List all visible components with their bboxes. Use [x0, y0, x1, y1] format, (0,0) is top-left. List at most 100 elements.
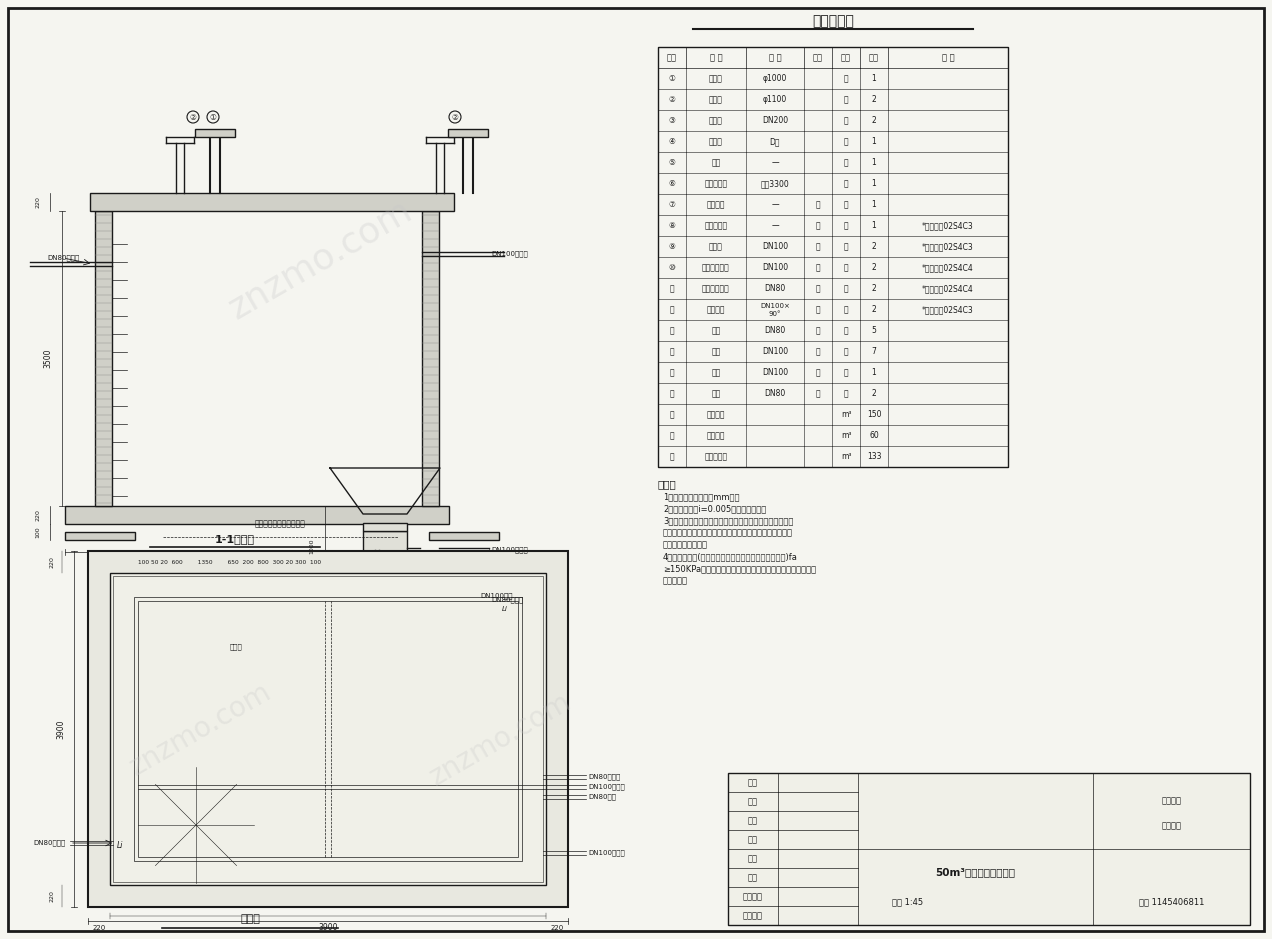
Text: 220: 220: [50, 890, 55, 902]
Text: 钢: 钢: [815, 326, 820, 335]
Text: ⑮: ⑮: [669, 368, 674, 377]
Bar: [363, 523, 407, 531]
Text: 根: 根: [843, 116, 848, 125]
Text: *见国标图02S4C3: *见国标图02S4C3: [922, 305, 974, 314]
Text: DN80排污管: DN80排污管: [491, 596, 523, 603]
Text: 220: 220: [36, 509, 41, 521]
Text: 水池部份: 水池部份: [1161, 822, 1182, 831]
Text: 3900: 3900: [56, 719, 65, 739]
Text: 3500: 3500: [43, 348, 52, 368]
Text: 只: 只: [843, 137, 848, 146]
Text: 220: 220: [551, 925, 563, 931]
Text: ①: ①: [669, 74, 675, 83]
Text: 5: 5: [871, 326, 876, 335]
Text: 米: 米: [843, 347, 848, 356]
Text: 钢: 钢: [815, 368, 820, 377]
Bar: [88, 551, 569, 907]
Text: ⑭: ⑭: [669, 347, 674, 356]
Text: 审定: 审定: [748, 797, 758, 806]
Text: 刚性防水套管: 刚性防水套管: [702, 263, 730, 272]
Text: ②: ②: [190, 113, 196, 121]
Text: 钢: 钢: [815, 263, 820, 272]
Text: ⑤: ⑤: [669, 158, 675, 167]
Text: ⑧: ⑧: [669, 221, 675, 230]
Text: 刚制弯头: 刚制弯头: [707, 305, 725, 314]
Text: 7: 7: [871, 347, 876, 356]
Text: 土方开挖: 土方开挖: [707, 410, 725, 419]
Text: 1: 1: [871, 368, 876, 377]
Text: DN100溢水管: DN100溢水管: [491, 251, 528, 257]
Text: ②: ②: [452, 113, 458, 121]
Text: 1: 1: [871, 221, 876, 230]
Text: 水位传示仪: 水位传示仪: [705, 179, 728, 188]
Text: ≥150KPa，如用于湿陷黄土、膨胀土地区，应根据有关规范和: ≥150KPa，如用于湿陷黄土、膨胀土地区，应根据有关规范和: [663, 564, 817, 573]
Bar: [95, 211, 112, 506]
Text: 阀阀: 阀阀: [711, 389, 721, 398]
Text: 2: 2: [871, 284, 876, 293]
Text: 比例 1:45: 比例 1:45: [893, 898, 923, 907]
Text: 220: 220: [50, 556, 55, 568]
Text: 只: 只: [843, 305, 848, 314]
Text: DN80: DN80: [764, 284, 786, 293]
Text: 只: 只: [843, 221, 848, 230]
Text: 2、池底排水坡i=0.005，排向吸水坑；: 2、池底排水坡i=0.005，排向吸水坑；: [663, 504, 766, 513]
Bar: [658, 47, 1007, 467]
Text: 平面图: 平面图: [240, 914, 259, 924]
Text: 校核: 校核: [748, 854, 758, 863]
Text: ⑬: ⑬: [669, 326, 674, 335]
Text: ⑰: ⑰: [669, 410, 674, 419]
Text: ⑲: ⑲: [669, 452, 674, 461]
Bar: [65, 532, 135, 540]
Text: 只: 只: [843, 326, 848, 335]
Text: 3、检修孔、水位尺、各种附属设备和水管管径、根数、平: 3、检修孔、水位尺、各种附属设备和水管管径、根数、平: [663, 516, 794, 525]
Text: *见国标图02S4C3: *见国标图02S4C3: [922, 242, 974, 251]
Text: 面位置、高程以及与出水管管径、根数有关的集水坑布置按: 面位置、高程以及与出水管管径、根数有关的集水坑布置按: [663, 528, 792, 537]
Text: 石方开挖: 石方开挖: [707, 431, 725, 440]
Bar: [429, 532, 499, 540]
Text: φ1000: φ1000: [763, 74, 787, 83]
Text: 顶板预留水位传示装置孔: 顶板预留水位传示装置孔: [254, 519, 305, 528]
Text: 名 称: 名 称: [710, 53, 722, 62]
Text: 具体工程情况确定；: 具体工程情况确定；: [663, 540, 709, 549]
Text: 爬梯: 爬梯: [711, 158, 721, 167]
Text: 只: 只: [843, 74, 848, 83]
Text: znzmo.com: znzmo.com: [425, 687, 576, 791]
Text: 座: 座: [843, 158, 848, 167]
Text: 钢: 钢: [815, 347, 820, 356]
Text: 1: 1: [871, 137, 876, 146]
Text: 50m³蓄水池平面剖面图: 50m³蓄水池平面剖面图: [936, 867, 1015, 877]
Text: ①: ①: [210, 113, 216, 121]
Text: DN100溢水管: DN100溢水管: [588, 850, 625, 856]
Bar: [134, 597, 522, 861]
Text: 审核: 审核: [748, 816, 758, 825]
Text: 90°: 90°: [768, 311, 781, 317]
Text: 数量: 数量: [869, 53, 879, 62]
Text: ③: ③: [669, 116, 675, 125]
Text: 1000: 1000: [309, 538, 314, 554]
Text: 钢: 钢: [815, 389, 820, 398]
Text: DN80进水管: DN80进水管: [34, 839, 66, 846]
Text: 钢: 钢: [815, 200, 820, 209]
Text: 阀阀: 阀阀: [711, 368, 721, 377]
Text: 钢: 钢: [815, 242, 820, 251]
Text: ⑯: ⑯: [669, 389, 674, 398]
Bar: [109, 573, 546, 885]
Text: DN100: DN100: [762, 242, 789, 251]
Text: 1: 1: [871, 158, 876, 167]
Bar: [422, 211, 439, 506]
Text: 只: 只: [843, 242, 848, 251]
Text: ⑥: ⑥: [669, 179, 675, 188]
Text: DN80: DN80: [764, 389, 786, 398]
Text: 资质单位: 资质单位: [743, 892, 763, 901]
Text: 台: 台: [843, 179, 848, 188]
Text: 单位: 单位: [841, 53, 851, 62]
Text: 刚吹口支架: 刚吹口支架: [705, 221, 728, 230]
Text: DN100供水管: DN100供水管: [491, 546, 528, 553]
Text: DN100圈围: DN100圈围: [481, 593, 513, 599]
Text: 工程数量表: 工程数量表: [812, 14, 854, 28]
Bar: [195, 129, 235, 137]
Text: 钢: 钢: [815, 284, 820, 293]
Text: Li: Li: [117, 840, 123, 850]
Text: ⑫: ⑫: [669, 305, 674, 314]
Text: DN100: DN100: [762, 368, 789, 377]
